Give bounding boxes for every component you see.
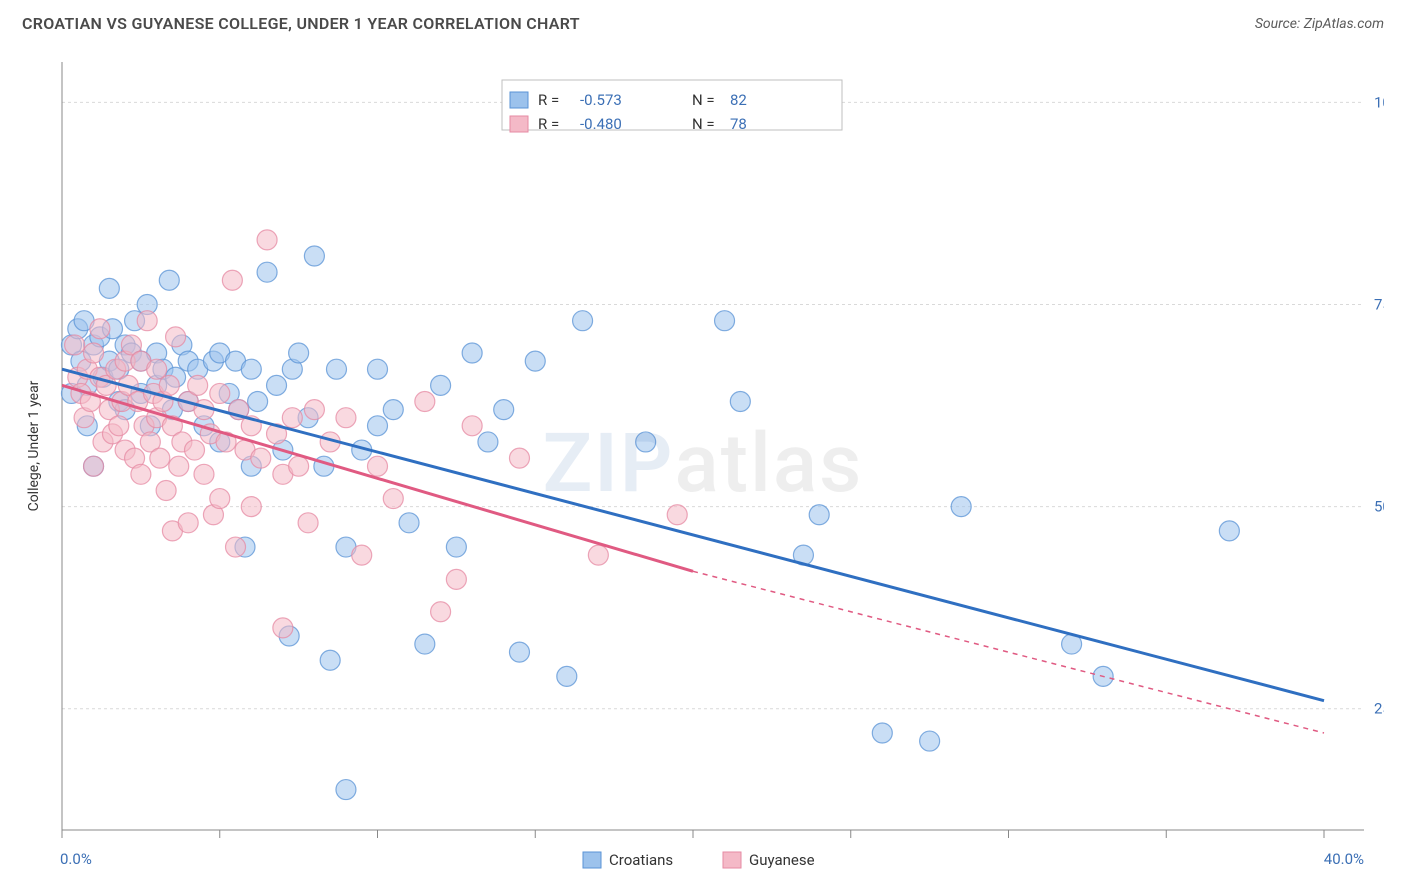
svg-text:100.0%: 100.0% xyxy=(1374,93,1384,111)
svg-text:-0.573: -0.573 xyxy=(580,91,622,109)
svg-text:0.0%: 0.0% xyxy=(60,850,92,868)
chart-title: CROATIAN VS GUYANESE COLLEGE, UNDER 1 YE… xyxy=(22,14,580,33)
svg-text:R =: R = xyxy=(538,91,559,109)
svg-text:Guyanese: Guyanese xyxy=(749,851,815,869)
svg-text:-0.480: -0.480 xyxy=(580,115,622,133)
svg-text:40.0%: 40.0% xyxy=(1324,850,1364,868)
svg-text:R =: R = xyxy=(538,115,559,133)
svg-text:50.0%: 50.0% xyxy=(1374,498,1384,516)
svg-text:75.0%: 75.0% xyxy=(1374,296,1384,314)
chart-container: 25.0% 50.0% 75.0% 100.0% 0.0% 40.0% College, U… xyxy=(22,48,1384,880)
source-label: Source: ZipAtlas.com xyxy=(1255,16,1384,32)
svg-text:25.0%: 25.0% xyxy=(1374,700,1384,718)
svg-text:82: 82 xyxy=(730,91,747,109)
svg-text:Croatians: Croatians xyxy=(609,851,673,869)
svg-text:78: 78 xyxy=(730,115,747,133)
svg-text:N =: N = xyxy=(692,91,715,109)
svg-text:College, Under 1 year: College, Under 1 year xyxy=(26,380,42,511)
scatter-chart: 25.0% 50.0% 75.0% 100.0% 0.0% 40.0% College, U… xyxy=(22,48,1384,880)
svg-text:N =: N = xyxy=(692,115,715,133)
